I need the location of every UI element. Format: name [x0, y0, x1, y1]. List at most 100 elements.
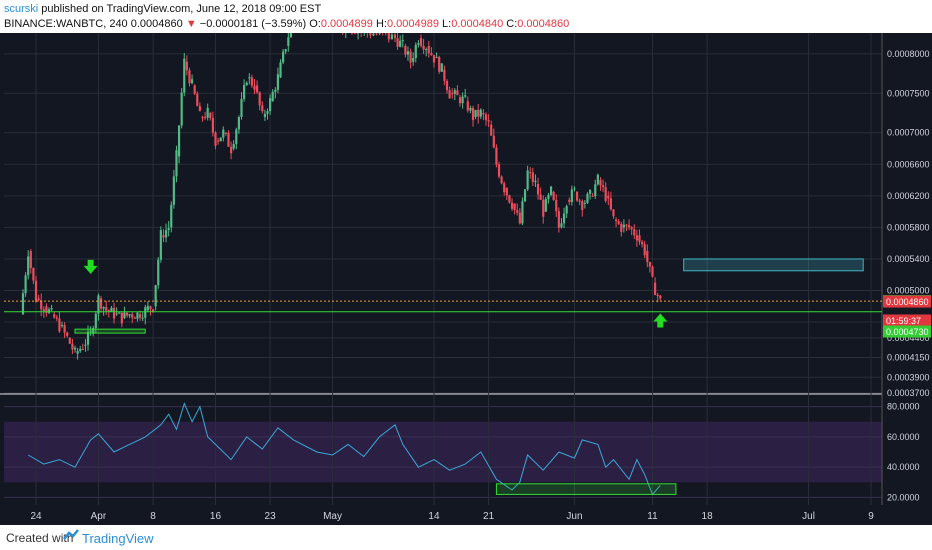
candle-body	[53, 314, 56, 318]
candle-body	[185, 61, 188, 71]
candle-body	[47, 309, 51, 313]
tradingview-brand[interactable]: TradingView	[82, 531, 154, 546]
candle-body	[172, 176, 175, 205]
candle-body	[102, 307, 105, 309]
candle-body	[224, 132, 227, 134]
price-tick-label: 0.0004400	[887, 333, 930, 343]
time-tick-label: Jun	[566, 511, 582, 522]
candle-body	[154, 285, 157, 307]
candle-body	[627, 224, 631, 228]
candle-body	[45, 306, 48, 313]
time-tick-label: Apr	[91, 511, 107, 522]
candle-body	[76, 351, 79, 354]
candle-body	[581, 201, 584, 210]
price-tick-label: 0.0007500	[887, 88, 930, 98]
candle-body	[190, 79, 194, 84]
candle-body	[287, 37, 290, 46]
candle-body	[404, 45, 407, 55]
candle-body	[248, 77, 251, 79]
price-tick-label: 0.0005800	[887, 222, 930, 232]
candle-body	[445, 80, 449, 91]
last-price: 0.0004860	[130, 18, 183, 30]
candle-body	[387, 33, 390, 40]
candle-body	[565, 206, 568, 214]
time-tick-label: 8	[150, 511, 156, 522]
chart-header: scurski published on TradingView.com, Ju…	[0, 0, 932, 33]
candle-body	[588, 189, 592, 194]
candle-body	[105, 307, 108, 311]
candle-body	[422, 45, 425, 50]
candle-body	[458, 97, 462, 104]
low-label: L:	[442, 18, 452, 30]
candle-body	[568, 199, 571, 202]
candle-body	[406, 51, 410, 55]
chart-canvas[interactable]: 0.0008000 0.0007500 0.0007000 0.0006600 0.00…	[0, 33, 932, 525]
candle-body	[63, 325, 66, 333]
candle-body	[219, 137, 222, 142]
candle-body	[81, 348, 84, 350]
candle-body	[375, 33, 378, 35]
candle-body	[21, 293, 25, 315]
candle-body	[242, 85, 246, 99]
candle-body	[646, 251, 649, 262]
candle-body	[60, 325, 64, 327]
candle-body	[490, 124, 493, 136]
time-tick-label: 9	[868, 511, 874, 522]
author-link[interactable]: scurski	[4, 3, 39, 15]
candle-body	[68, 337, 71, 344]
candle-body	[435, 57, 438, 59]
candle-body	[97, 295, 100, 314]
candle-body	[141, 317, 144, 319]
candle-body	[510, 202, 514, 209]
candle-body	[594, 184, 597, 197]
target-zone-box	[683, 258, 864, 272]
rsi-tick-label: 60.0000	[887, 432, 920, 442]
candle-body	[92, 328, 95, 334]
candle-body	[107, 310, 110, 312]
price-tick-label: 0.0005000	[887, 286, 930, 296]
candle-body	[495, 147, 498, 165]
candle-body	[372, 33, 375, 36]
candle-body	[586, 193, 589, 203]
price-tick-label: 0.0005400	[887, 254, 930, 264]
created-with-text: Created with	[6, 531, 74, 545]
candle-body	[216, 140, 220, 142]
candle-body	[448, 90, 451, 99]
candle-body	[438, 57, 441, 72]
candle-body	[656, 295, 659, 297]
candle-body	[146, 306, 149, 311]
candle-body	[131, 314, 134, 318]
candle-body	[271, 91, 274, 102]
candle-body	[167, 227, 170, 231]
candle-body	[521, 201, 524, 224]
high-label: H:	[375, 18, 387, 30]
candle-body	[474, 109, 477, 117]
time-tick-label: 21	[483, 511, 495, 522]
candle-body	[635, 235, 638, 241]
open-value: 0.0004899	[320, 18, 373, 30]
candle-body	[229, 146, 233, 154]
candle-body	[484, 114, 488, 121]
candle-body	[534, 180, 537, 182]
candle-body	[84, 344, 87, 346]
candle-body	[505, 187, 508, 196]
candle-body	[617, 221, 620, 224]
price-change: −0.0000181 (−3.59%)	[199, 18, 307, 30]
candle-body	[24, 275, 27, 294]
candle-body	[32, 267, 35, 281]
close-value: 0.0004860	[517, 18, 570, 30]
candle-body	[209, 113, 212, 119]
candle-body	[193, 85, 196, 94]
down-arrow-icon	[83, 259, 98, 274]
candle-body	[599, 180, 602, 186]
candle-body	[282, 51, 285, 63]
candle-body	[607, 195, 610, 199]
candle-body	[516, 210, 519, 213]
candle-body	[500, 176, 503, 184]
candle-body	[353, 33, 357, 34]
up-arrow-icon	[653, 313, 668, 328]
candle-body	[284, 49, 287, 52]
candles	[21, 33, 662, 360]
candle-body	[211, 118, 214, 133]
candle-body	[531, 172, 534, 182]
